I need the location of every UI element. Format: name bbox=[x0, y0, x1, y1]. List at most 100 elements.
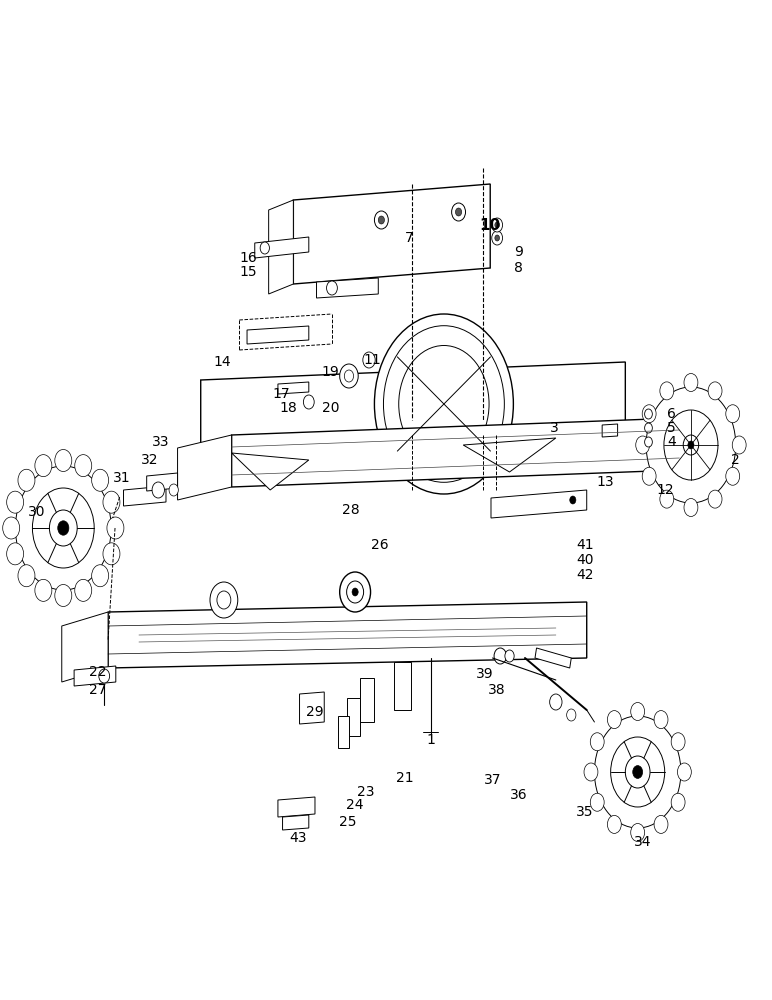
Circle shape bbox=[654, 711, 668, 729]
Text: 8: 8 bbox=[514, 261, 523, 275]
Text: 6: 6 bbox=[667, 407, 676, 421]
Circle shape bbox=[688, 441, 694, 449]
Circle shape bbox=[726, 405, 740, 423]
Circle shape bbox=[58, 521, 69, 535]
Text: 14: 14 bbox=[214, 355, 231, 369]
Circle shape bbox=[103, 491, 120, 513]
Circle shape bbox=[374, 211, 388, 229]
Polygon shape bbox=[394, 662, 411, 710]
Polygon shape bbox=[74, 666, 116, 686]
Polygon shape bbox=[535, 648, 571, 668]
Text: 20: 20 bbox=[322, 401, 339, 415]
Circle shape bbox=[99, 669, 110, 683]
Polygon shape bbox=[338, 716, 349, 748]
Circle shape bbox=[455, 208, 462, 216]
Circle shape bbox=[492, 218, 503, 232]
Polygon shape bbox=[147, 473, 178, 491]
Circle shape bbox=[303, 395, 314, 409]
Text: 28: 28 bbox=[342, 503, 359, 517]
Circle shape bbox=[49, 510, 77, 546]
Polygon shape bbox=[278, 382, 309, 394]
Text: 30: 30 bbox=[29, 505, 46, 519]
Circle shape bbox=[18, 565, 35, 587]
Text: 3: 3 bbox=[550, 421, 559, 435]
Circle shape bbox=[642, 467, 656, 485]
Circle shape bbox=[732, 436, 746, 454]
Polygon shape bbox=[283, 815, 309, 830]
Circle shape bbox=[495, 235, 499, 241]
Circle shape bbox=[584, 763, 598, 781]
Circle shape bbox=[35, 579, 52, 601]
Circle shape bbox=[398, 346, 489, 462]
Circle shape bbox=[726, 467, 740, 485]
Text: 19: 19 bbox=[322, 365, 339, 379]
Text: 5: 5 bbox=[667, 421, 676, 435]
Circle shape bbox=[340, 572, 371, 612]
Circle shape bbox=[169, 484, 178, 496]
Circle shape bbox=[347, 581, 364, 603]
Text: 23: 23 bbox=[357, 785, 374, 799]
Polygon shape bbox=[201, 362, 625, 453]
Circle shape bbox=[570, 496, 576, 504]
Polygon shape bbox=[178, 435, 232, 500]
Circle shape bbox=[664, 410, 718, 480]
Text: 13: 13 bbox=[597, 475, 614, 489]
Circle shape bbox=[611, 737, 665, 807]
Text: 21: 21 bbox=[396, 771, 413, 785]
Circle shape bbox=[378, 216, 384, 224]
Polygon shape bbox=[300, 692, 324, 724]
Circle shape bbox=[633, 766, 642, 778]
Circle shape bbox=[217, 591, 231, 609]
Polygon shape bbox=[278, 797, 315, 817]
Polygon shape bbox=[293, 184, 490, 284]
Text: 10: 10 bbox=[479, 218, 500, 232]
Text: 38: 38 bbox=[489, 683, 506, 697]
Circle shape bbox=[260, 242, 269, 254]
Circle shape bbox=[646, 387, 736, 503]
Circle shape bbox=[75, 579, 92, 601]
Circle shape bbox=[452, 203, 466, 221]
Polygon shape bbox=[602, 424, 618, 437]
Circle shape bbox=[75, 455, 92, 477]
Text: 15: 15 bbox=[240, 265, 257, 279]
Circle shape bbox=[631, 824, 645, 842]
Text: 41: 41 bbox=[577, 538, 594, 552]
Circle shape bbox=[152, 482, 164, 498]
Text: 43: 43 bbox=[290, 831, 306, 845]
Text: 42: 42 bbox=[577, 568, 594, 582]
Circle shape bbox=[32, 488, 94, 568]
Polygon shape bbox=[360, 678, 374, 722]
Polygon shape bbox=[62, 612, 108, 682]
Text: 40: 40 bbox=[577, 553, 594, 567]
Text: 16: 16 bbox=[240, 251, 257, 265]
Circle shape bbox=[505, 650, 514, 662]
Circle shape bbox=[645, 409, 652, 419]
Circle shape bbox=[671, 733, 685, 751]
Circle shape bbox=[92, 469, 109, 491]
Text: 7: 7 bbox=[405, 231, 414, 245]
Circle shape bbox=[608, 711, 621, 729]
Circle shape bbox=[683, 435, 699, 455]
Text: 36: 36 bbox=[510, 788, 527, 802]
Circle shape bbox=[210, 582, 238, 618]
Circle shape bbox=[492, 231, 503, 245]
Circle shape bbox=[591, 793, 604, 811]
Text: 25: 25 bbox=[339, 815, 356, 829]
Circle shape bbox=[344, 370, 354, 382]
Circle shape bbox=[591, 733, 604, 751]
Text: 18: 18 bbox=[280, 401, 297, 415]
Polygon shape bbox=[317, 278, 378, 298]
Circle shape bbox=[495, 222, 499, 228]
Circle shape bbox=[684, 498, 698, 516]
Circle shape bbox=[7, 543, 24, 565]
Text: 37: 37 bbox=[484, 773, 501, 787]
Polygon shape bbox=[347, 698, 360, 736]
Text: 27: 27 bbox=[89, 683, 106, 697]
Circle shape bbox=[684, 373, 698, 391]
Polygon shape bbox=[269, 200, 293, 294]
Circle shape bbox=[15, 466, 111, 590]
Text: 33: 33 bbox=[152, 435, 169, 449]
Text: 17: 17 bbox=[273, 387, 290, 401]
Text: 39: 39 bbox=[476, 667, 493, 681]
Circle shape bbox=[636, 436, 649, 454]
